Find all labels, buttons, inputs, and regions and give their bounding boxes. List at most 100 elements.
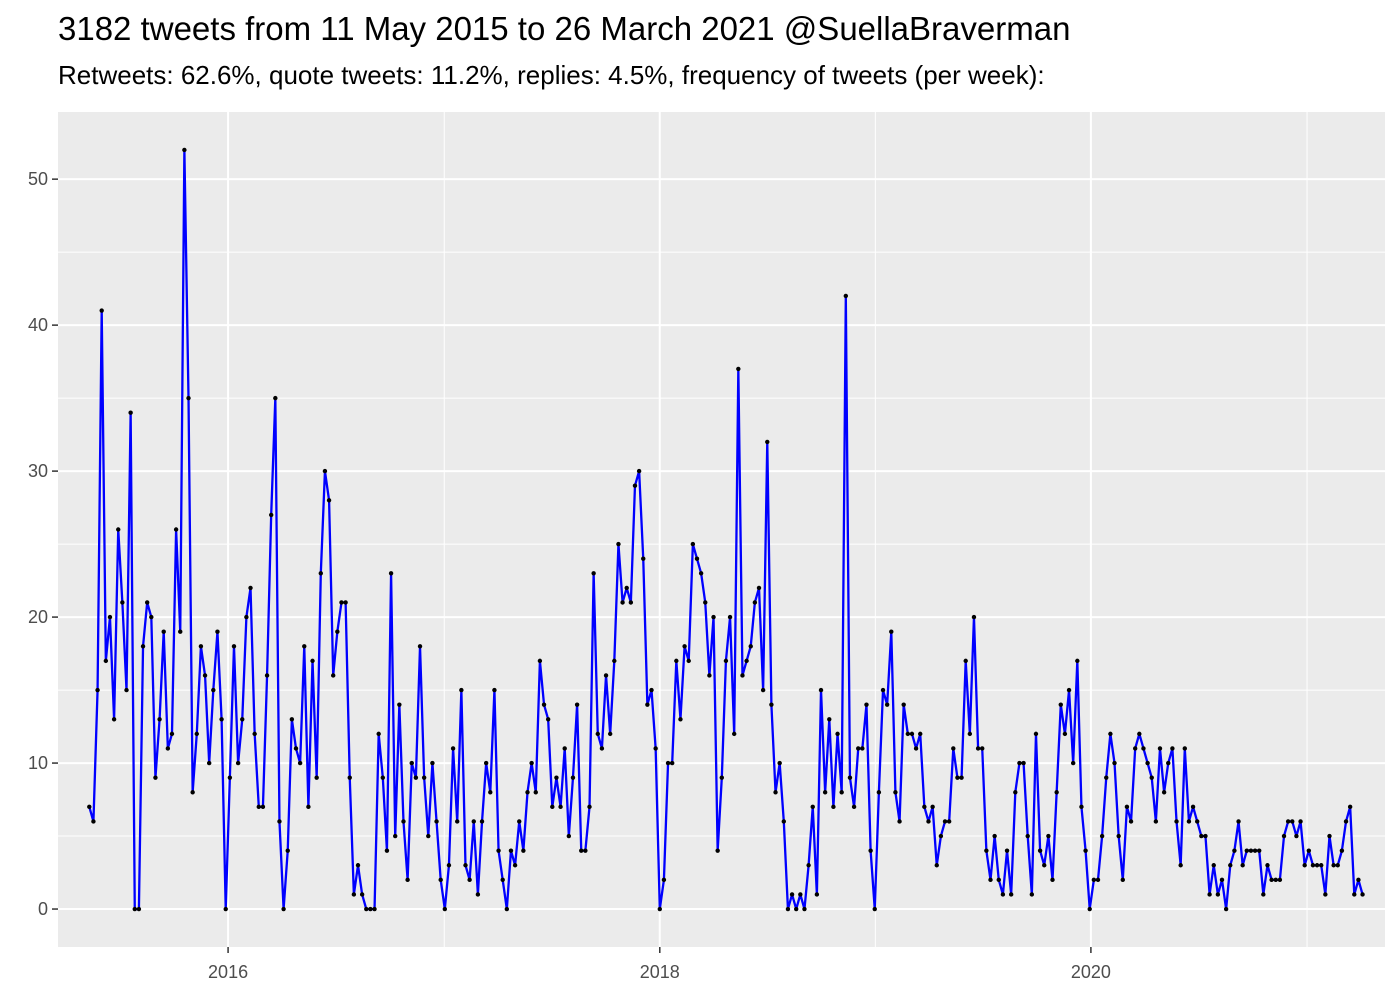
data-point bbox=[1042, 863, 1047, 868]
data-point bbox=[1252, 848, 1258, 853]
data-point bbox=[1054, 790, 1059, 795]
data-point bbox=[1290, 819, 1295, 824]
data-point bbox=[946, 819, 952, 824]
data-point bbox=[1033, 731, 1039, 737]
data-point bbox=[405, 877, 410, 883]
data-point bbox=[1083, 848, 1088, 853]
data-point bbox=[690, 541, 696, 547]
data-point bbox=[417, 644, 423, 649]
data-point bbox=[703, 600, 708, 605]
data-point bbox=[297, 760, 303, 766]
data-point bbox=[1153, 819, 1159, 824]
data-point bbox=[1211, 863, 1216, 868]
data-point bbox=[1050, 877, 1055, 883]
data-point bbox=[326, 498, 332, 503]
data-point bbox=[343, 600, 348, 605]
data-point bbox=[426, 833, 431, 839]
data-point bbox=[918, 731, 923, 737]
data-point bbox=[438, 877, 443, 883]
data-point bbox=[922, 804, 927, 810]
data-point bbox=[1128, 819, 1134, 824]
data-point bbox=[649, 687, 654, 693]
data-point bbox=[517, 819, 522, 824]
data-point bbox=[1314, 863, 1320, 868]
data-point bbox=[1017, 760, 1022, 766]
data-point bbox=[421, 775, 427, 780]
data-point bbox=[930, 804, 935, 810]
data-point bbox=[732, 731, 737, 737]
data-point bbox=[1319, 863, 1324, 868]
data-point bbox=[1248, 848, 1254, 853]
data-point bbox=[789, 892, 795, 897]
data-point bbox=[1021, 760, 1026, 766]
data-point bbox=[579, 848, 584, 853]
data-point bbox=[942, 819, 948, 824]
data-point bbox=[839, 790, 844, 795]
data-point bbox=[744, 658, 749, 664]
data-point bbox=[1008, 892, 1014, 897]
data-point bbox=[1137, 731, 1142, 737]
data-point bbox=[1199, 833, 1204, 839]
data-point bbox=[310, 658, 315, 664]
data-point bbox=[864, 702, 869, 707]
data-point bbox=[884, 702, 890, 707]
data-point bbox=[856, 746, 861, 751]
data-point bbox=[413, 775, 419, 780]
data-point bbox=[707, 673, 712, 678]
data-point bbox=[173, 527, 179, 532]
data-point bbox=[1079, 804, 1084, 810]
data-point bbox=[372, 906, 377, 912]
y-tick-label: 20 bbox=[28, 607, 48, 627]
data-point bbox=[632, 483, 638, 488]
data-point bbox=[397, 702, 402, 707]
x-tick-label: 2018 bbox=[640, 962, 680, 982]
data-point bbox=[322, 468, 328, 474]
data-point bbox=[116, 527, 121, 532]
y-tick-label: 50 bbox=[28, 169, 48, 189]
data-point bbox=[665, 760, 671, 766]
data-point bbox=[984, 848, 989, 853]
data-point bbox=[525, 790, 530, 795]
data-point bbox=[186, 395, 191, 401]
data-point bbox=[339, 600, 344, 605]
data-point bbox=[124, 687, 129, 693]
data-point bbox=[178, 629, 183, 634]
data-point bbox=[1145, 760, 1150, 766]
data-point bbox=[827, 717, 832, 722]
data-point bbox=[256, 804, 261, 810]
y-axis-tick-labels: 0 10 20 30 40 50 bbox=[28, 169, 48, 919]
data-point bbox=[1132, 746, 1138, 751]
data-point bbox=[541, 702, 547, 707]
data-point bbox=[1215, 892, 1221, 897]
data-point bbox=[967, 731, 973, 737]
data-point bbox=[955, 775, 960, 780]
data-point bbox=[1095, 877, 1101, 883]
data-point bbox=[715, 848, 720, 853]
data-point bbox=[1219, 877, 1225, 883]
data-point bbox=[1306, 848, 1312, 853]
data-point bbox=[1166, 760, 1171, 766]
x-axis-tick-labels: 2016 2018 2020 bbox=[208, 962, 1111, 982]
data-point bbox=[1360, 892, 1365, 897]
data-point bbox=[1223, 906, 1229, 912]
data-point bbox=[450, 746, 456, 751]
data-point bbox=[1116, 833, 1121, 839]
data-point bbox=[1335, 863, 1340, 868]
data-point bbox=[504, 906, 510, 912]
data-point bbox=[318, 571, 323, 576]
data-point bbox=[847, 775, 853, 780]
data-point bbox=[99, 308, 104, 313]
data-point bbox=[169, 731, 175, 737]
data-point bbox=[359, 892, 365, 897]
data-point bbox=[475, 892, 481, 897]
data-point bbox=[591, 571, 596, 576]
data-point bbox=[153, 775, 158, 780]
data-point bbox=[607, 731, 613, 737]
data-point bbox=[1269, 877, 1274, 883]
data-point bbox=[463, 863, 468, 868]
data-point bbox=[595, 731, 600, 737]
data-point bbox=[1046, 833, 1051, 839]
data-point bbox=[132, 906, 137, 912]
data-point bbox=[645, 702, 650, 707]
data-point bbox=[880, 687, 886, 693]
